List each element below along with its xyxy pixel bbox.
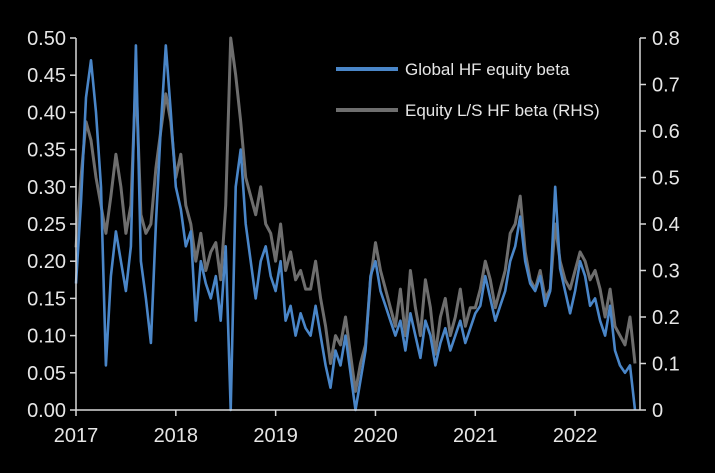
right-tick-label: 0.3 xyxy=(652,261,680,283)
left-tick-label: 0.05 xyxy=(27,363,66,385)
right-tick-label: 0.8 xyxy=(652,28,680,50)
right-tick-label: 0 xyxy=(652,400,663,422)
left-tick-label: 0.15 xyxy=(27,288,66,310)
legend-label-equity-ls-hf-beta: Equity L/S HF beta (RHS) xyxy=(405,101,600,120)
x-tick-label: 2021 xyxy=(453,425,498,447)
right-tick-label: 0.7 xyxy=(652,75,680,97)
left-tick-label: 0.00 xyxy=(27,400,66,422)
axes-layer: 0.000.050.100.150.200.250.300.350.400.45… xyxy=(27,28,680,447)
left-tick-label: 0.30 xyxy=(27,177,66,199)
x-tick-label: 2017 xyxy=(54,425,99,447)
legend-label-global-hf-equity-beta: Global HF equity beta xyxy=(405,60,570,79)
left-tick-label: 0.25 xyxy=(27,214,66,236)
x-tick-label: 2019 xyxy=(253,425,298,447)
left-tick-label: 0.20 xyxy=(27,251,66,273)
left-tick-label: 0.40 xyxy=(27,102,66,124)
x-tick-label: 2020 xyxy=(353,425,398,447)
legend: Global HF equity beta Equity L/S HF beta… xyxy=(336,60,600,120)
right-tick-label: 0.6 xyxy=(652,121,680,143)
x-tick-label: 2022 xyxy=(553,425,598,447)
right-tick-label: 0.1 xyxy=(652,354,680,376)
right-tick-label: 0.5 xyxy=(652,168,680,190)
x-tick-label: 2018 xyxy=(154,425,199,447)
left-tick-label: 0.50 xyxy=(27,28,66,50)
left-tick-label: 0.45 xyxy=(27,65,66,87)
left-tick-label: 0.35 xyxy=(27,140,66,162)
right-tick-label: 0.2 xyxy=(652,307,680,329)
right-tick-label: 0.4 xyxy=(652,214,680,236)
left-tick-label: 0.10 xyxy=(27,326,66,348)
